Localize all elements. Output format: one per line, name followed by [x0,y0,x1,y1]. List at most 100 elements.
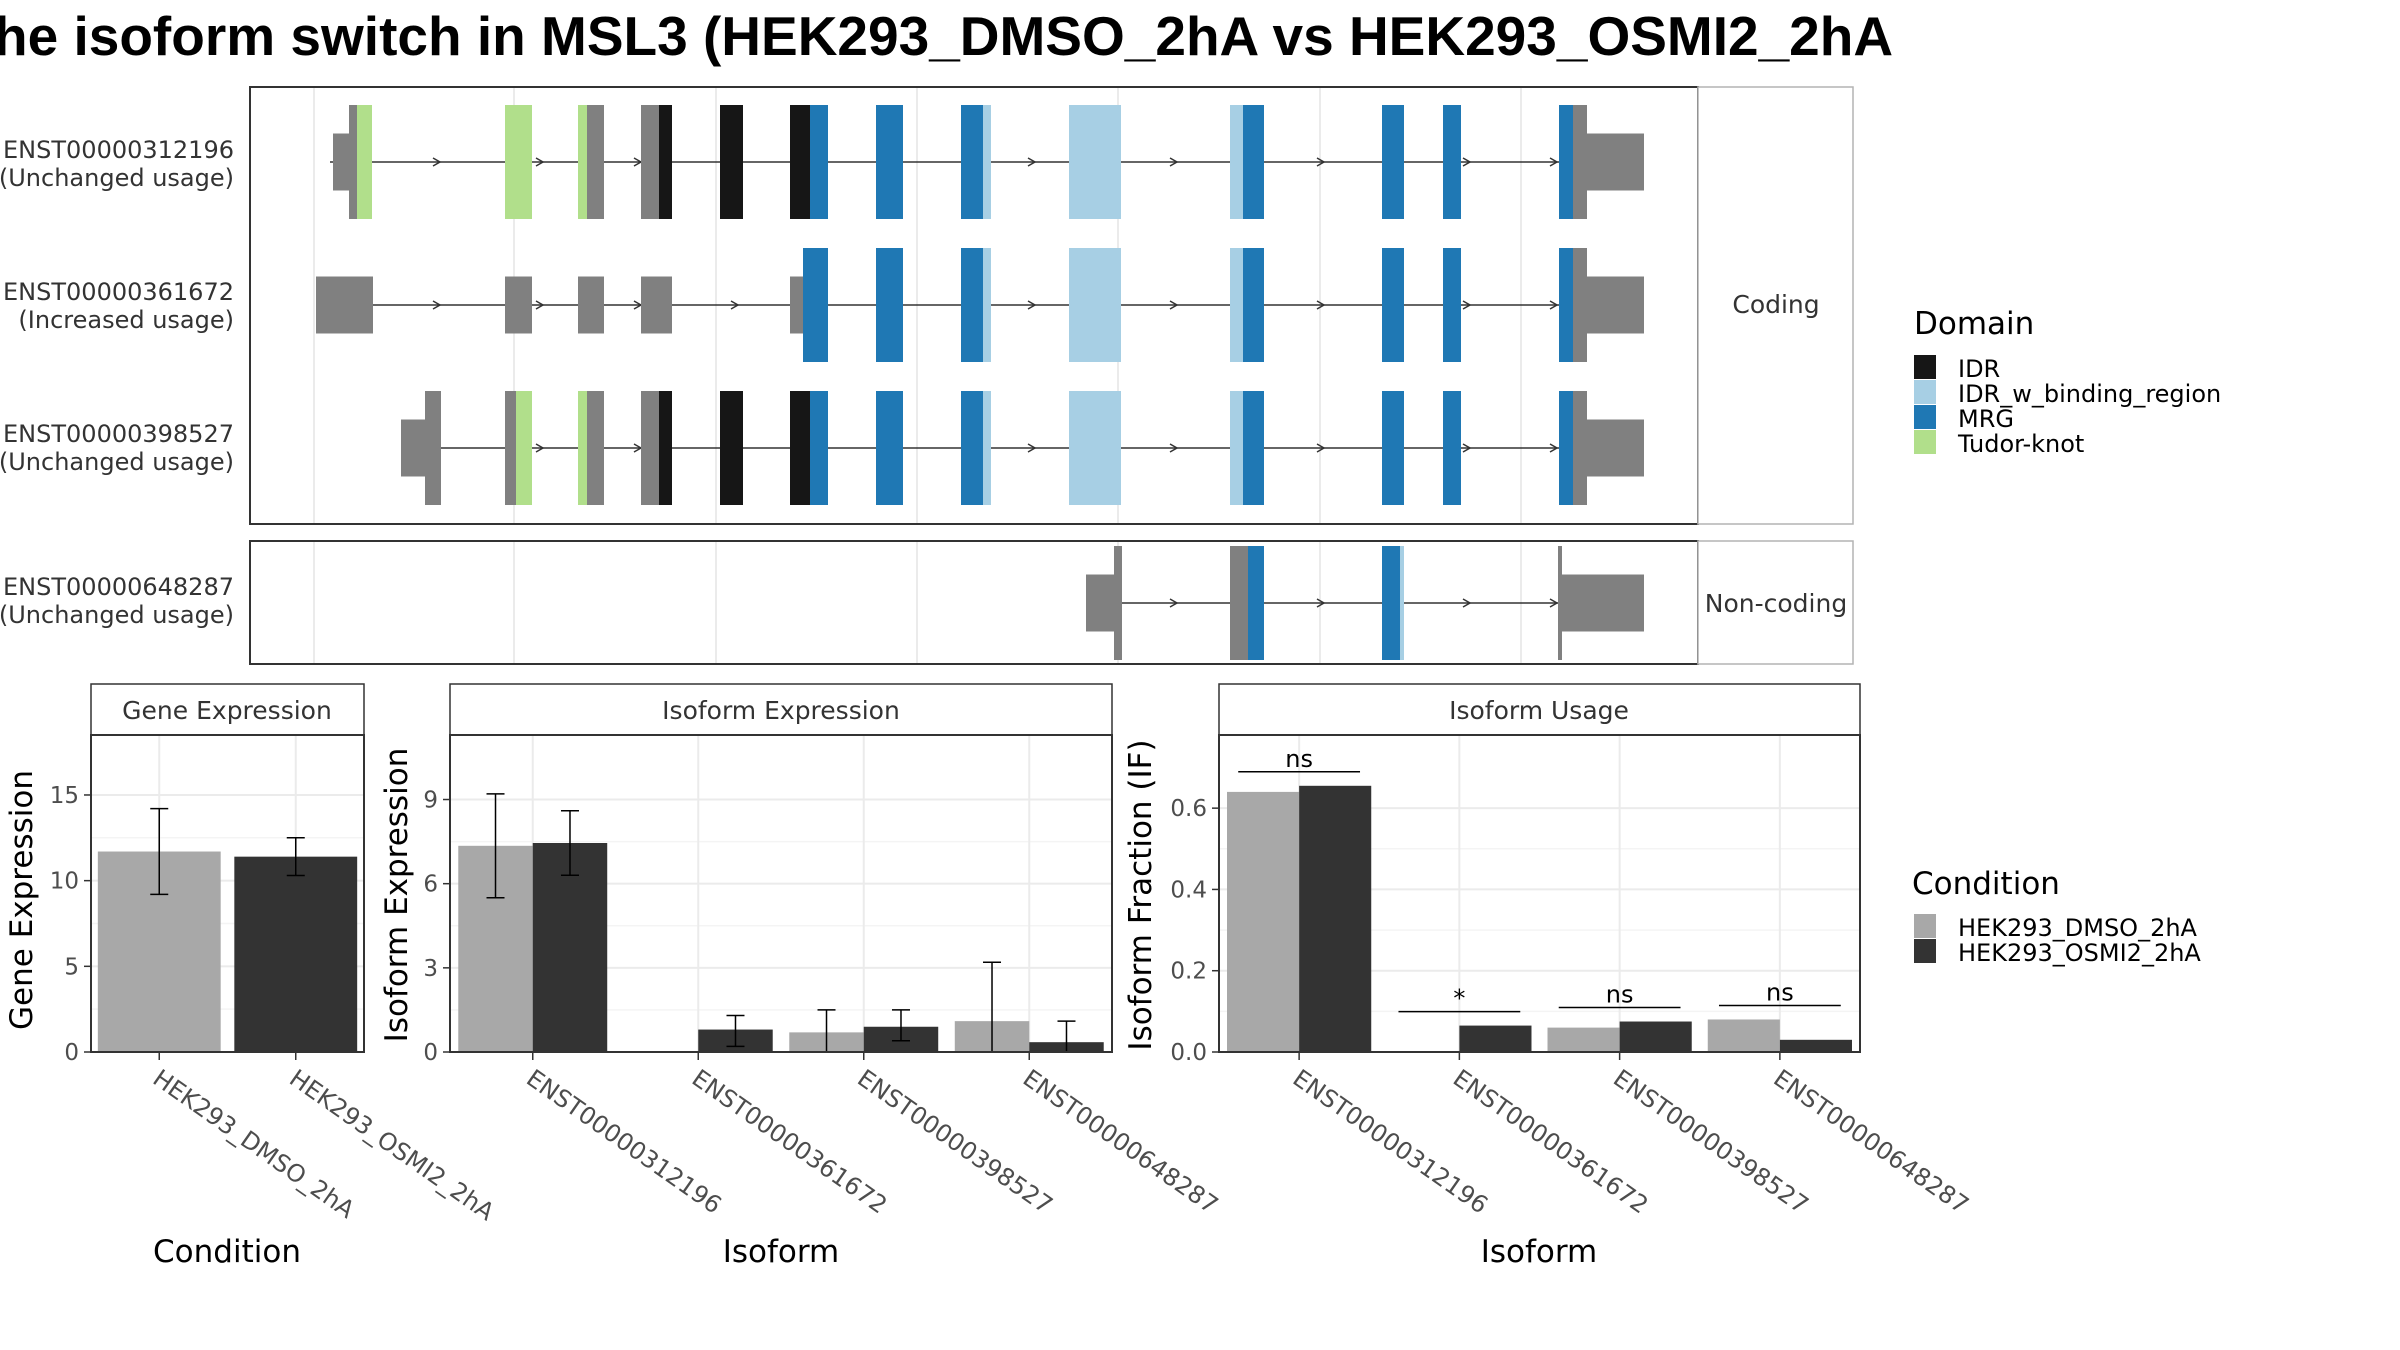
strand-arrow [535,157,545,167]
domain-block [516,391,532,505]
y-tick-label: 0.4 [1170,877,1207,903]
strand-arrow [730,300,740,310]
strand-arrow [1169,157,1179,167]
legend-label-osmi: HEK293_OSMI2_2hA [1958,939,2201,967]
legend-label-tudor: Tudor-knot [1957,430,2084,458]
domain-block [983,391,991,505]
exon-block [790,276,803,334]
domain-block [803,248,828,362]
domain-block [1248,546,1264,660]
y-tick-label: 0.6 [1170,796,1207,822]
domain-block [1069,391,1121,505]
bar [1227,791,1300,1052]
exon-block [1562,574,1644,632]
legend-swatch-mrg [1914,405,1936,429]
legend-label-idr: IDR [1958,355,2000,383]
domain-block [1230,105,1243,219]
exon-block [1573,248,1587,362]
domain-block [357,105,372,219]
domain-legend-title: Domain [1914,306,2034,342]
domain-block [1243,105,1264,219]
isoform-usage-plot: 0.00.20.40.6nsENST00000312196*ENST000003… [1170,734,1974,1219]
plot-border [449,734,1113,1053]
legend-label-mrg: MRG [1958,405,2014,433]
exon-block [349,105,357,219]
bar [1547,1027,1620,1052]
exon-block [1114,546,1122,660]
domain-block [1443,248,1461,362]
strand-arrow [535,443,545,453]
exon-block [641,391,659,505]
isoform-expression-chart: Isoform Expression 0369ENST00000312196EN… [379,683,1223,1270]
exon-block [578,276,604,334]
strand-arrow [1549,443,1559,453]
y-tick-label: 5 [64,954,79,980]
strand-arrow [432,157,442,167]
gene-expression-x-title: Condition [153,1234,301,1270]
domain-block [505,105,532,219]
domain-block [578,105,587,219]
domain-block [1382,248,1404,362]
exon-block [1587,133,1644,191]
gene-expression-strip [90,683,365,736]
strand-arrow [1462,598,1472,608]
strand-arrow [1169,300,1179,310]
exon-block [587,105,604,219]
coding-strip [1697,86,1854,525]
bar [1299,785,1372,1052]
transcript-usage-label: (Unchanged usage) [0,601,234,629]
domain-block [720,105,743,219]
condition-legend: Condition HEK293_DMSO_2hA HEK293_OSMI2_2… [1912,866,2201,967]
strand-arrow [1316,300,1326,310]
transcript-usage-label: (Unchanged usage) [0,164,234,192]
domain-block [1400,546,1404,660]
domain-block [983,248,991,362]
exon-block [1230,546,1248,660]
gene-expression-strip-title: Gene Expression [122,696,332,725]
domain-block [578,391,587,505]
strand-arrow [1316,443,1326,453]
exon-block [505,276,532,334]
transcript-id-label: ENST00000398527 [3,420,234,448]
figure-title: he isoform switch in MSL3 (HEK293_DMSO_2… [0,5,1893,67]
strand-arrow [1027,443,1037,453]
exon-block [1587,276,1644,334]
exon-block [316,276,373,334]
coding-strip-label: Coding [1732,290,1819,319]
y-tick-label: 0.2 [1170,959,1207,985]
domain-block [876,105,903,219]
y-tick-label: 0.0 [1170,1040,1207,1066]
domain-block [810,391,828,505]
domain-block [961,391,983,505]
significance-label: ns [1766,978,1794,1006]
bar [1619,1021,1692,1052]
legend-label-idr-binding: IDR_w_binding_region [1958,380,2221,408]
domain-block [790,105,810,219]
y-tick-label: 6 [423,872,438,898]
exon-block [425,391,441,505]
domain-block [1069,248,1121,362]
y-tick-label: 0 [423,1040,438,1066]
isoform-usage-x-title: Isoform [1481,1234,1598,1270]
y-tick-label: 9 [423,788,438,814]
exon-block [333,133,349,191]
isoform-usage-chart: Isoform Usage 0.00.20.40.6nsENST00000312… [1123,683,1974,1270]
strand-arrow [1316,157,1326,167]
significance-label: ns [1285,745,1313,773]
transcript-usage-label: (Increased usage) [18,306,234,334]
exon-block [1558,546,1562,660]
domain-block [659,105,672,219]
domain-block [1230,248,1243,362]
isoform-usage-strip [1218,683,1861,736]
strand-arrow [1169,443,1179,453]
domain-block [876,248,903,362]
y-tick-label: 3 [423,956,438,982]
domain-block [1382,391,1404,505]
exon-block [1086,574,1114,632]
bar [1459,1025,1532,1052]
domain-block [1243,391,1264,505]
strand-arrow [1549,598,1559,608]
domain-block [961,248,983,362]
isoform-usage-strip-title: Isoform Usage [1449,696,1629,725]
significance-label: ns [1606,981,1634,1009]
